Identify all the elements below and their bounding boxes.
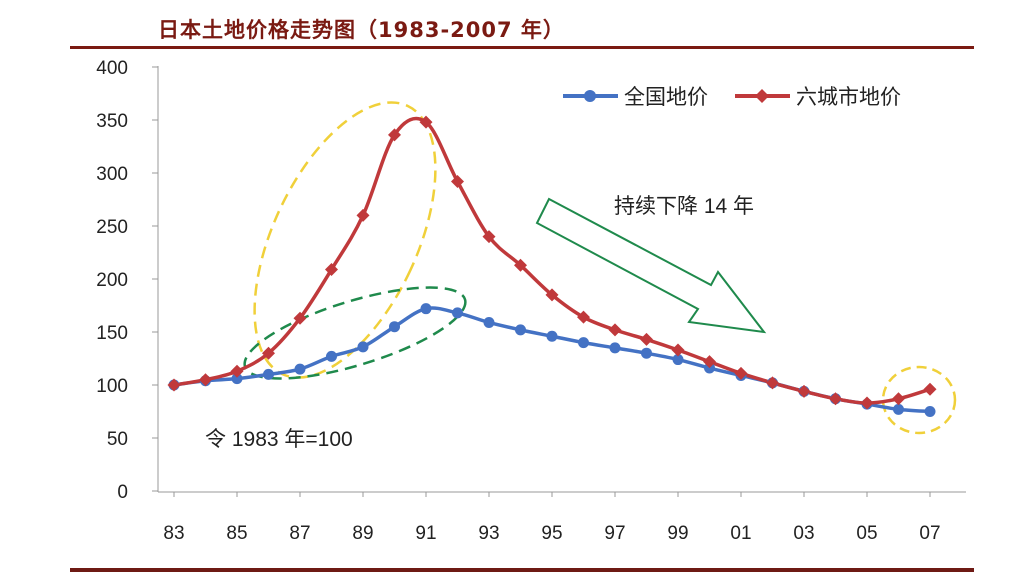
data-point-six-cities	[167, 378, 181, 392]
data-point-national	[641, 347, 652, 359]
x-tick-label: 03	[793, 523, 814, 544]
data-point-national	[578, 337, 589, 349]
legend-label-national: 全国地价	[624, 86, 708, 109]
data-point-six-cities	[482, 230, 496, 244]
data-point-six-cities	[671, 343, 685, 357]
legend-marker-six-cities	[755, 89, 769, 103]
y-ticks: 0 50 100 150 200 250 300 350 400	[96, 58, 158, 503]
data-point-six-cities	[356, 208, 370, 222]
data-point-national	[231, 373, 243, 385]
data-point-national	[263, 368, 274, 380]
x-tick-label: 97	[604, 523, 625, 544]
data-point-six-cities	[419, 115, 433, 129]
data-point-six-cities	[325, 262, 338, 276]
x-tick-label: 85	[226, 523, 247, 544]
data-point-six-cities	[860, 396, 874, 410]
x-tick-label: 93	[478, 523, 499, 544]
bottom-rule	[70, 568, 974, 572]
x-tick-label: 87	[289, 523, 310, 544]
data-point-six-cities	[797, 384, 811, 398]
data-point-six-cities	[734, 366, 748, 380]
data-point-six-cities	[262, 346, 275, 360]
decline-annotation: 持续下降 14 年	[614, 195, 754, 218]
data-point-national	[609, 342, 621, 354]
data-point-six-cities	[577, 310, 590, 324]
data-point-national	[546, 330, 558, 342]
yellow-highlight-ellipse	[253, 101, 437, 379]
legend-label-six-cities: 六城市地价	[796, 86, 901, 109]
data-point-six-cities	[923, 382, 937, 396]
data-point-six-cities	[640, 332, 653, 346]
y-tick-label: 200	[96, 270, 128, 291]
y-tick-label: 150	[96, 323, 128, 344]
decline-arrow	[535, 197, 767, 334]
y-tick-label: 400	[96, 58, 128, 79]
y-tick-label: 300	[96, 164, 128, 185]
x-tick-label: 07	[919, 523, 940, 544]
x-tick-label: 01	[730, 523, 751, 544]
x-tick-label: 91	[415, 523, 436, 544]
series-markers	[167, 115, 937, 417]
data-point-six-cities	[608, 323, 622, 337]
y-tick-label: 350	[96, 111, 128, 132]
data-point-national	[357, 341, 369, 353]
data-point-national	[294, 363, 306, 375]
x-tick-label: 95	[541, 523, 562, 544]
y-tick-label: 50	[107, 429, 128, 450]
data-point-six-cities	[545, 288, 559, 302]
yellow-recent-ellipse	[881, 365, 957, 435]
data-point-national	[452, 307, 463, 319]
x-tick-label: 05	[856, 523, 877, 544]
data-point-six-cities	[829, 392, 842, 406]
series-lines	[173, 116, 931, 414]
data-point-national	[420, 303, 432, 315]
data-point-six-cities	[514, 258, 527, 272]
data-point-six-cities	[293, 311, 307, 325]
data-point-national	[326, 350, 337, 362]
data-point-six-cities	[766, 376, 779, 390]
series-line-six-cities	[173, 116, 931, 405]
data-point-national	[483, 316, 495, 328]
data-point-national	[924, 406, 936, 417]
legend-marker-national	[584, 90, 596, 102]
data-point-six-cities	[703, 355, 716, 369]
data-point-six-cities	[892, 392, 905, 406]
data-point-six-cities	[451, 174, 464, 188]
legend: 全国地价 六城市地价	[563, 86, 901, 109]
data-point-national	[672, 354, 684, 366]
data-point-six-cities	[388, 128, 401, 142]
y-tick-label: 100	[96, 376, 128, 397]
base-year-annotation: 令 1983 年=100	[205, 428, 353, 451]
x-ticks: 83 85 87 89 91 93 95 97 99 01 03 05 07	[163, 492, 941, 544]
chart-title: 日本土地价格走势图（1983-2007 年）	[158, 18, 565, 42]
data-point-national	[515, 324, 526, 336]
data-point-six-cities	[199, 373, 212, 387]
x-tick-label: 83	[163, 523, 184, 544]
x-tick-label: 89	[352, 523, 373, 544]
y-tick-label: 250	[96, 217, 128, 238]
y-tick-label: 0	[117, 482, 128, 503]
title-rule	[70, 46, 974, 49]
data-point-national	[389, 321, 400, 333]
data-point-national	[893, 403, 904, 415]
x-tick-label: 99	[667, 523, 688, 544]
data-point-six-cities	[230, 364, 244, 378]
